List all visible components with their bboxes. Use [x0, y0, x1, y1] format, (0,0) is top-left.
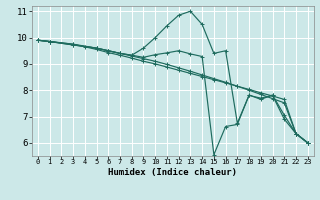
- X-axis label: Humidex (Indice chaleur): Humidex (Indice chaleur): [108, 168, 237, 177]
